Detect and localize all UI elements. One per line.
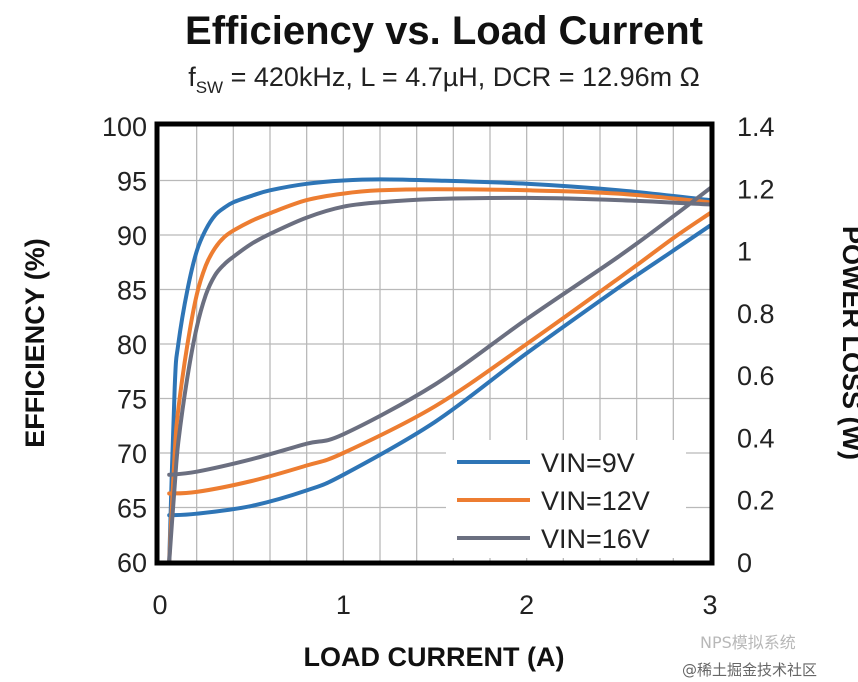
x-axis-label: LOAD CURRENT (A) bbox=[304, 642, 565, 672]
legend-label: VIN=9V bbox=[541, 448, 635, 478]
y-right-tick-label: 1.2 bbox=[737, 174, 775, 204]
efficiency-line-vin-16v bbox=[167, 195, 712, 564]
legend-label: VIN=16V bbox=[541, 524, 650, 554]
y-right-tick-label: 0 bbox=[737, 548, 752, 578]
efficiency-line-vin-12v bbox=[167, 187, 712, 564]
y-right-tick-label: 1.4 bbox=[737, 112, 775, 142]
y-left-tick-label: 60 bbox=[117, 548, 147, 578]
x-tick-label: 2 bbox=[519, 590, 534, 620]
y-right-tick-labels: 1.4 1.2 1 0.8 0.6 0.4 0.2 0 bbox=[737, 112, 775, 578]
y-left-tick-label: 75 bbox=[117, 385, 147, 415]
y-left-tick-label: 90 bbox=[117, 221, 147, 251]
efficiency-line-vin-9v bbox=[167, 177, 712, 564]
x-tick-label: 1 bbox=[336, 590, 351, 620]
legend-label: VIN=12V bbox=[541, 486, 650, 516]
subtitle-subscript: SW bbox=[196, 78, 223, 97]
x-tick-labels: 0 1 2 3 bbox=[152, 590, 717, 620]
plot-frame bbox=[154, 121, 715, 566]
chart-subtitle: fSW = 420kHz, L = 4.7µH, DCR = 12.96m Ω bbox=[188, 62, 700, 97]
power-loss-line-vin-9v bbox=[167, 223, 712, 518]
watermark-source: NPS模拟系统 bbox=[700, 633, 796, 652]
y-right-axis-label: POWER LOSS (W) bbox=[837, 226, 858, 460]
subtitle-prefix: f bbox=[188, 62, 196, 92]
chart-title: Efficiency vs. Load Current bbox=[185, 9, 703, 53]
y-left-tick-label: 70 bbox=[117, 439, 147, 469]
power-loss-line-vin-16v bbox=[167, 186, 712, 477]
watermark-site: @稀土掘金技术社区 bbox=[682, 661, 817, 679]
x-tick-label: 3 bbox=[702, 590, 717, 620]
y-left-axis-label: EFFICIENCY (%) bbox=[20, 238, 50, 448]
curves bbox=[167, 177, 712, 564]
y-left-tick-labels: 100 95 90 85 80 75 70 65 60 bbox=[102, 112, 147, 578]
y-left-tick-label: 65 bbox=[117, 494, 147, 524]
y-right-tick-label: 1 bbox=[737, 237, 752, 267]
y-right-tick-label: 0.4 bbox=[737, 423, 775, 453]
power-loss-line-vin-12v bbox=[167, 211, 712, 496]
y-right-tick-label: 0.6 bbox=[737, 361, 775, 391]
y-left-tick-label: 95 bbox=[117, 167, 147, 197]
x-tick-label: 0 bbox=[152, 590, 167, 620]
y-left-tick-label: 100 bbox=[102, 112, 147, 142]
y-right-tick-label: 0.8 bbox=[737, 299, 775, 329]
subtitle-rest: = 420kHz, L = 4.7µH, DCR = 12.96m Ω bbox=[223, 62, 700, 92]
legend: VIN=9V VIN=12V VIN=16V bbox=[446, 440, 686, 558]
y-left-tick-label: 80 bbox=[117, 330, 147, 360]
y-right-tick-label: 0.2 bbox=[737, 486, 775, 516]
y-left-tick-label: 85 bbox=[117, 276, 147, 306]
